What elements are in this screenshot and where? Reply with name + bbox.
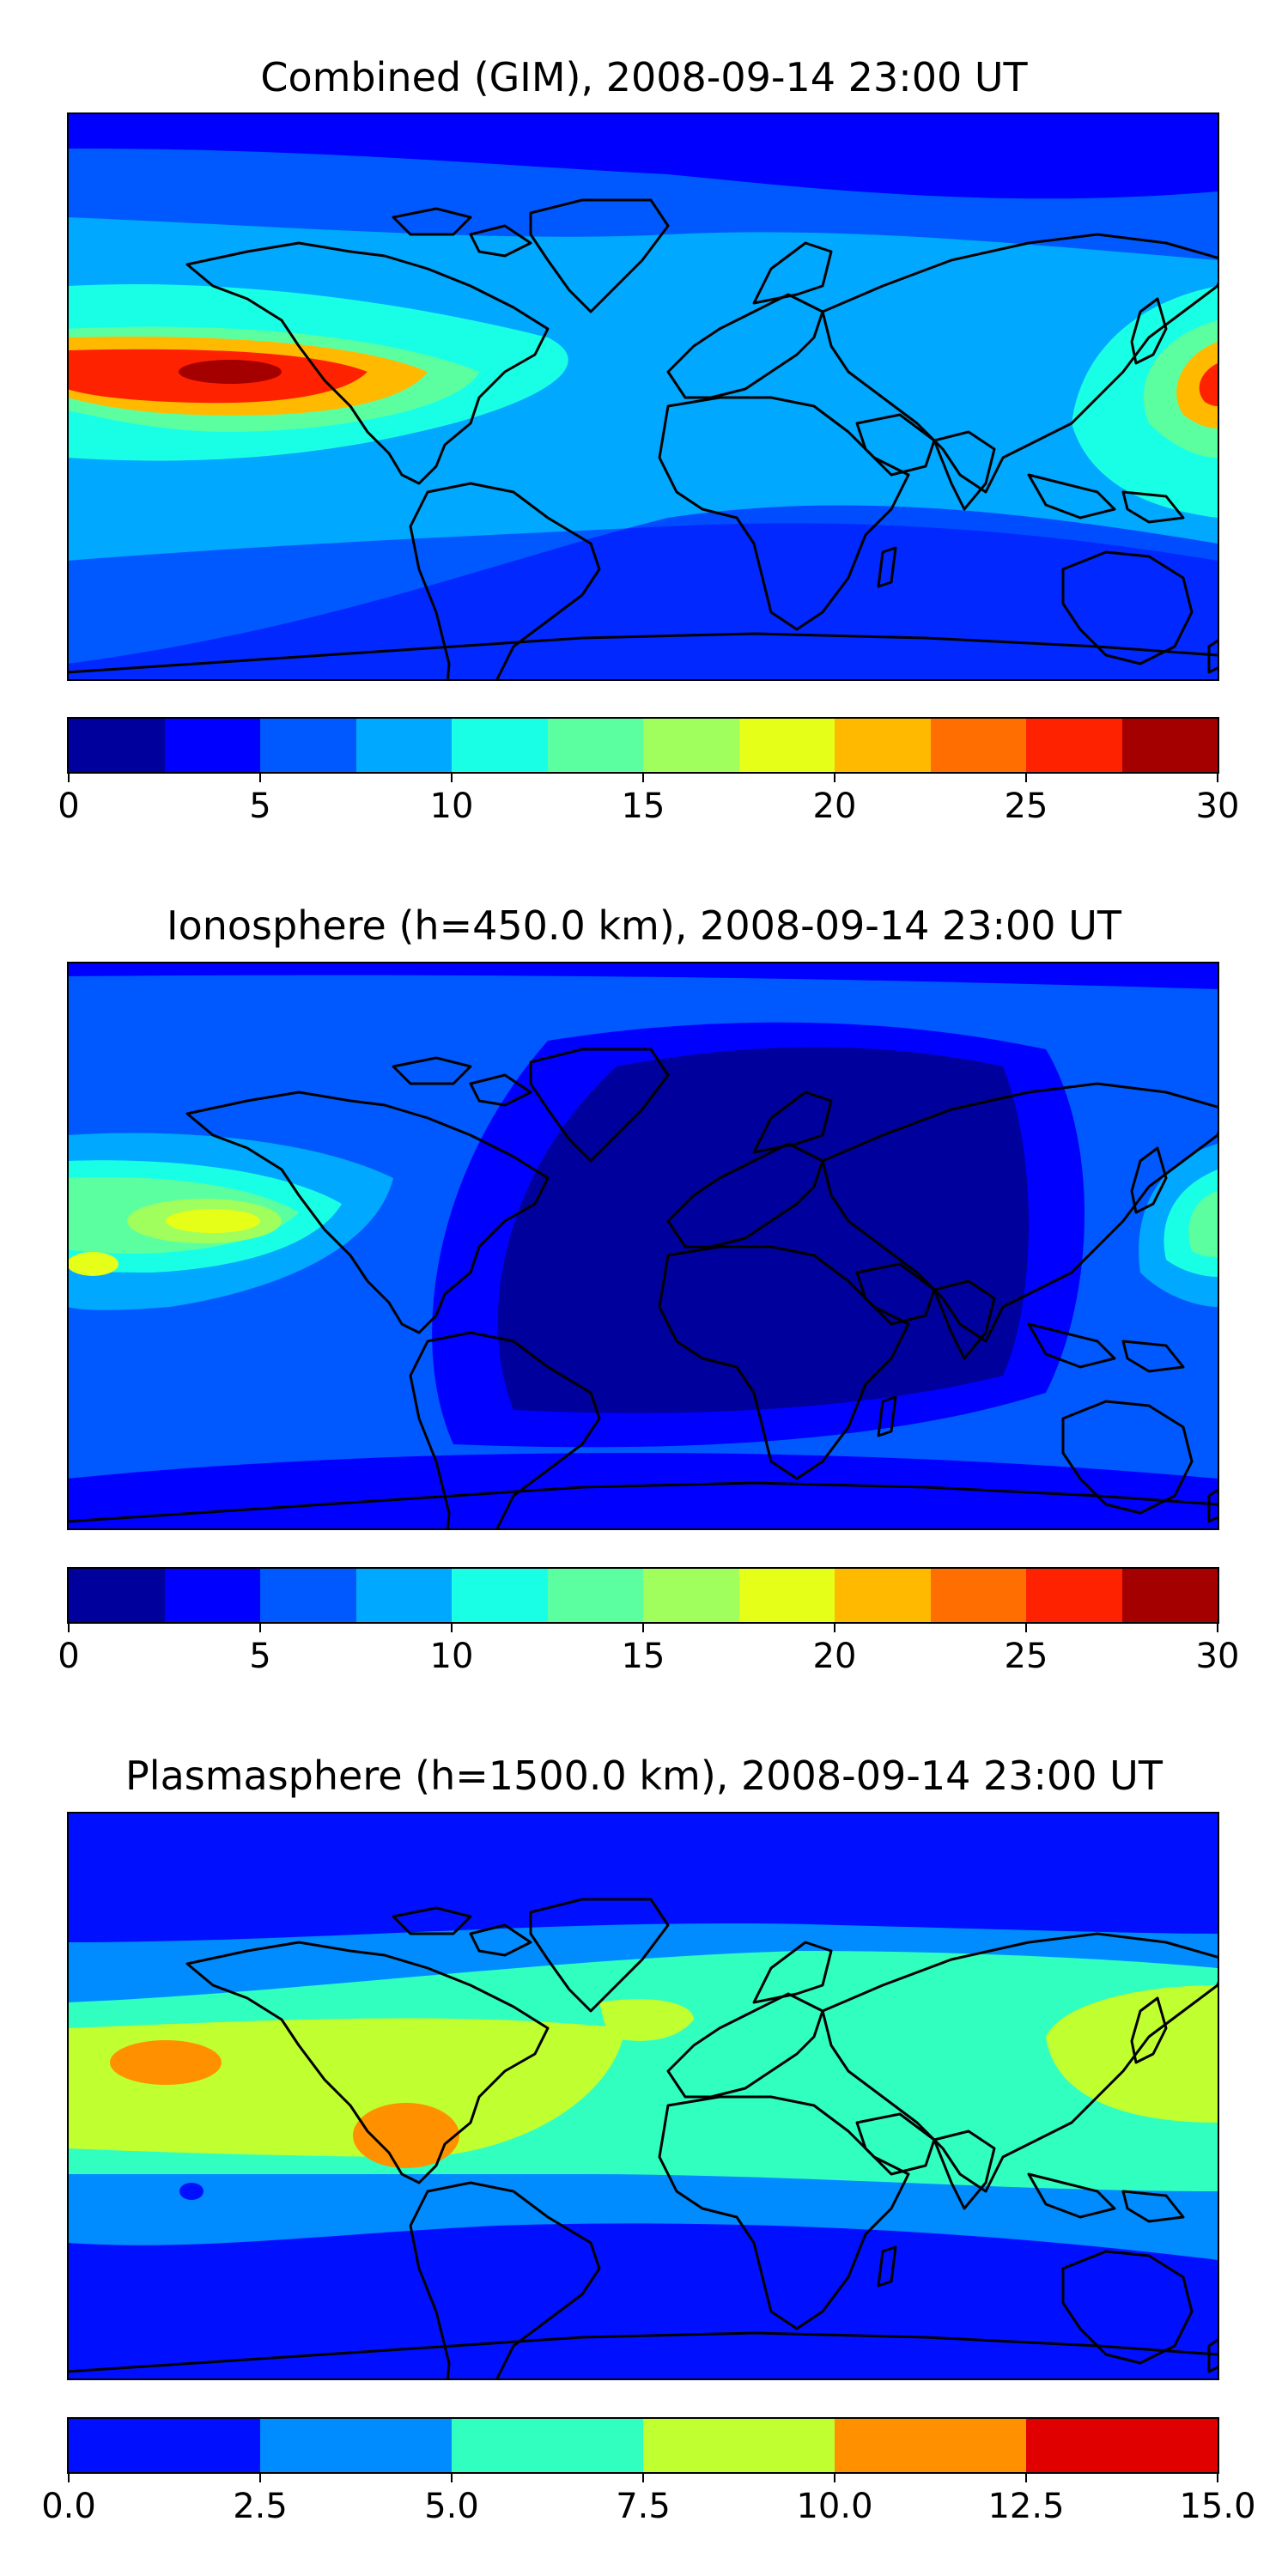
colorbar-segment <box>1026 1569 1122 1622</box>
colorbar-segment <box>930 1569 1026 1622</box>
colorbar-tick-label: 20 <box>812 787 857 826</box>
colorbar-tick-mark <box>1025 2472 1027 2482</box>
colorbar-segment <box>355 719 452 772</box>
colorbar-tick-label: 12.5 <box>987 2487 1065 2526</box>
colorbar-tick-label: 25 <box>1004 787 1048 826</box>
colorbar-segment <box>69 2419 260 2472</box>
colorbar-segment <box>1026 719 1122 772</box>
colorbar-segment <box>164 719 260 772</box>
colorbar-segment <box>1121 719 1218 772</box>
colorbar-tick-mark <box>259 2472 261 2482</box>
colorbar-tick-label: 10 <box>429 1637 474 1676</box>
chart-title: Ionosphere (h=450.0 km), 2008-09-14 23:0… <box>167 902 1121 949</box>
colorbar-tick-label: 5.0 <box>424 2487 479 2526</box>
colorbar-segment <box>69 719 165 772</box>
colorbar-tick-mark <box>68 2472 70 2482</box>
colorbar-segment <box>835 1569 931 1622</box>
colorbar-segment <box>452 1569 548 1622</box>
tec-map-ionosphere <box>67 963 1218 1530</box>
colorbar-ionosphere <box>67 1567 1219 1624</box>
colorbar-segment <box>835 2419 1026 2472</box>
colorbar-ticks: 0.0 2.5 5.0 7.5 10.0 12.5 15.0 <box>41 2472 1256 2526</box>
colorbar-tick-label: 10 <box>429 787 474 826</box>
colorbar-tick-label: 30 <box>1195 787 1240 826</box>
colorbar-tick-mark <box>642 2472 644 2482</box>
colorbar-segment <box>260 2419 452 2472</box>
colorbar-combined <box>67 717 1219 774</box>
chart-title: Combined (GIM), 2008-09-14 23:00 UT <box>260 54 1028 100</box>
colorbar-segment <box>643 2419 835 2472</box>
colorbar-segment <box>1026 2419 1218 2472</box>
colorbar-tick-mark <box>642 772 644 782</box>
colorbar-segment <box>164 1569 260 1622</box>
colorbar-tick-mark <box>642 1622 644 1632</box>
colorbar-segment <box>835 719 931 772</box>
colorbar-segment <box>547 1569 643 1622</box>
colorbar-tick-mark <box>259 1622 261 1632</box>
colorbar-tick-mark <box>451 772 453 782</box>
colorbar-tick-mark <box>834 772 835 782</box>
colorbar-tick-label: 30 <box>1195 1637 1240 1676</box>
colorbar-segment <box>738 1569 835 1622</box>
chart-title: Plasmasphere (h=1500.0 km), 2008-09-14 2… <box>125 1753 1163 1799</box>
colorbar-segment <box>355 1569 452 1622</box>
colorbar-tick-label: 25 <box>1004 1637 1048 1676</box>
colorbar-tick-label: 20 <box>812 1637 857 1676</box>
colorbar-tick-mark <box>451 2472 453 2482</box>
colorbar-segment <box>452 2419 643 2472</box>
colorbar-segment <box>643 1569 739 1622</box>
colorbar-segment <box>930 719 1026 772</box>
colorbar-tick-mark <box>834 2472 835 2482</box>
colorbar-segment <box>738 719 835 772</box>
colorbar-segment <box>452 719 548 772</box>
colorbar-tick-mark <box>68 1622 70 1632</box>
colorbar-tick-label: 10.0 <box>796 2487 873 2526</box>
colorbar-segment <box>1121 1569 1218 1622</box>
colorbar-tick-label: 7.5 <box>616 2487 671 2526</box>
colorbar-ticks: 0 5 10 15 20 25 30 <box>58 1622 1239 1676</box>
colorbar-segment <box>547 719 643 772</box>
colorbar-tick-mark <box>1025 772 1027 782</box>
colorbar-tick-label: 0 <box>58 787 80 826</box>
colorbar-tick-mark <box>68 772 70 782</box>
colorbar-tick-mark <box>1025 1622 1027 1632</box>
colorbar-tick-mark <box>451 1622 453 1632</box>
colorbar-segment <box>643 719 739 772</box>
colorbar-plasmasphere <box>67 2417 1219 2474</box>
colorbar-tick-label: 0.0 <box>41 2487 96 2526</box>
colorbar-segment <box>260 1569 356 1622</box>
colorbar-tick-label: 15.0 <box>1179 2487 1256 2526</box>
colorbar-tick-mark <box>834 1622 835 1632</box>
colorbar-segment <box>69 1569 165 1622</box>
panel-combined: Combined (GIM), 2008-09-14 23:00 UT 0 5 10… <box>0 0 1288 859</box>
colorbar-tick-label: 15 <box>621 787 665 826</box>
tec-map-plasmasphere <box>67 1814 1218 2380</box>
panel-ionosphere: Ionosphere (h=450.0 km), 2008-09-14 23:0… <box>0 859 1288 1717</box>
colorbar-tick-mark <box>259 772 261 782</box>
colorbar-tick-label: 0 <box>58 1637 80 1676</box>
colorbar-tick-label: 5 <box>249 787 271 826</box>
colorbar-tick-mark <box>1217 1622 1218 1632</box>
colorbar-tick-mark <box>1217 2472 1218 2482</box>
colorbar-tick-label: 15 <box>621 1637 665 1676</box>
panel-plasmasphere: Plasmasphere (h=1500.0 km), 2008-09-14 2… <box>0 1717 1288 2576</box>
colorbar-segment <box>260 719 356 772</box>
tec-map-combined <box>67 114 1218 681</box>
colorbar-tick-mark <box>1217 772 1218 782</box>
colorbar-tick-label: 5 <box>249 1637 271 1676</box>
colorbar-tick-label: 2.5 <box>233 2487 288 2526</box>
colorbar-ticks: 0 5 10 15 20 25 30 <box>58 772 1239 826</box>
